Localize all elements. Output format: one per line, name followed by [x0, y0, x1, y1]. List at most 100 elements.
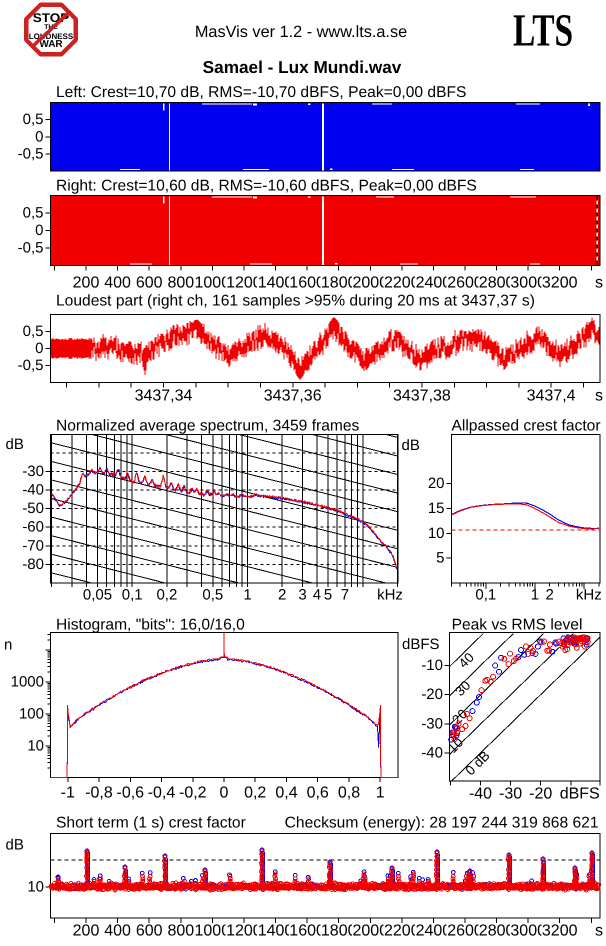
svg-text:600: 600	[136, 923, 163, 940]
svg-text:1800: 1800	[321, 923, 357, 940]
svg-text:0,5: 0,5	[23, 111, 44, 128]
svg-text:400: 400	[104, 275, 131, 292]
svg-text:5: 5	[436, 550, 444, 567]
svg-text:1: 1	[531, 587, 539, 604]
svg-text:2800: 2800	[479, 275, 515, 292]
svg-text:-1: -1	[61, 785, 75, 802]
svg-text:1200: 1200	[226, 923, 262, 940]
svg-text:-10: -10	[421, 657, 443, 674]
svg-text:dBFS: dBFS	[402, 636, 440, 653]
svg-text:2600: 2600	[447, 275, 483, 292]
svg-text:0,4: 0,4	[275, 785, 297, 802]
svg-text:10: 10	[428, 525, 445, 542]
svg-text:0,5: 0,5	[23, 205, 44, 222]
svg-text:-40: -40	[469, 786, 492, 803]
svg-text:WAR: WAR	[39, 39, 63, 50]
svg-text:1000: 1000	[195, 275, 231, 292]
svg-text:0,6: 0,6	[307, 785, 329, 802]
svg-text:Right: Crest=10,60 dB, RMS=-10: Right: Crest=10,60 dB, RMS=-10,60 dBFS, …	[56, 178, 477, 195]
svg-text:Samael - Lux Mundi.wav: Samael - Lux Mundi.wav	[203, 57, 402, 77]
svg-text:2: 2	[546, 587, 554, 604]
svg-text:3200: 3200	[542, 275, 578, 292]
svg-text:-30: -30	[499, 786, 522, 803]
svg-text:-80: -80	[22, 556, 44, 573]
svg-text:10: 10	[27, 878, 44, 895]
svg-text:MasVis ver 1.2 - www.lts.a.se: MasVis ver 1.2 - www.lts.a.se	[195, 23, 407, 41]
svg-text:20: 20	[428, 475, 445, 492]
svg-text:0,5: 0,5	[202, 587, 223, 604]
svg-text:kHz: kHz	[576, 587, 602, 604]
svg-text:Normalized average spectrum, 3: Normalized average spectrum, 3459 frames	[56, 418, 360, 435]
svg-text:0 dB: 0 dB	[462, 748, 492, 778]
svg-text:1600: 1600	[289, 923, 325, 940]
svg-text:3437,38: 3437,38	[393, 388, 451, 405]
svg-text:-0,6: -0,6	[117, 785, 145, 802]
svg-text:-20: -20	[421, 686, 443, 703]
svg-text:Left: Crest=10,70 dB, RMS=-10,: Left: Crest=10,70 dB, RMS=-10,70 dBFS, P…	[56, 84, 466, 101]
svg-text:-50: -50	[22, 500, 44, 517]
svg-text:1000: 1000	[195, 923, 231, 940]
svg-text:0: 0	[220, 785, 229, 802]
svg-text:40: 40	[456, 650, 477, 671]
svg-text:1600: 1600	[289, 275, 325, 292]
svg-text:s: s	[595, 923, 603, 940]
svg-text:-0,8: -0,8	[85, 785, 113, 802]
svg-text:0: 0	[35, 222, 43, 239]
svg-text:0,1: 0,1	[475, 587, 496, 604]
svg-text:7: 7	[341, 587, 349, 604]
svg-text:2600: 2600	[447, 923, 483, 940]
svg-text:2200: 2200	[384, 923, 420, 940]
svg-text:1: 1	[376, 785, 385, 802]
svg-text:3: 3	[298, 587, 306, 604]
svg-text:Allpassed crest factor: Allpassed crest factor	[451, 418, 600, 435]
svg-text:3437,4: 3437,4	[527, 388, 576, 405]
svg-text:dB: dB	[402, 437, 420, 454]
svg-text:s: s	[595, 388, 603, 405]
svg-text:1400: 1400	[258, 275, 294, 292]
svg-text:-0,5: -0,5	[18, 357, 44, 374]
svg-text:-70: -70	[22, 537, 44, 554]
svg-text:4: 4	[313, 587, 321, 604]
svg-text:3000: 3000	[510, 275, 546, 292]
svg-text:3000: 3000	[510, 923, 546, 940]
svg-text:2800: 2800	[479, 923, 515, 940]
svg-text:Short term (1 s) crest factor: Short term (1 s) crest factor	[56, 815, 246, 832]
svg-text:0,2: 0,2	[244, 785, 266, 802]
svg-text:n: n	[4, 637, 12, 654]
svg-text:2200: 2200	[384, 275, 420, 292]
svg-text:-60: -60	[22, 519, 44, 536]
svg-text:0,2: 0,2	[156, 587, 177, 604]
svg-text:3437,36: 3437,36	[264, 388, 322, 405]
svg-text:200: 200	[73, 275, 100, 292]
svg-text:Histogram, "bits": 16,0/16,0: Histogram, "bits": 16,0/16,0	[56, 617, 245, 634]
svg-text:2: 2	[278, 587, 286, 604]
svg-text:dB: dB	[6, 436, 24, 453]
svg-text:-20: -20	[529, 786, 552, 803]
svg-text:1400: 1400	[258, 923, 294, 940]
svg-text:1: 1	[243, 587, 251, 604]
svg-text:-0,4: -0,4	[148, 785, 176, 802]
svg-text:400: 400	[104, 923, 131, 940]
svg-text:kHz: kHz	[377, 587, 403, 604]
svg-text:-0,2: -0,2	[179, 785, 207, 802]
svg-text:3200: 3200	[542, 923, 578, 940]
svg-text:2000: 2000	[353, 275, 389, 292]
svg-text:Loudest part (right ch, 161 sa: Loudest part (right ch, 161 samples >95%…	[56, 293, 535, 310]
svg-text:s: s	[595, 275, 603, 292]
svg-text:-30: -30	[22, 463, 44, 480]
svg-text:10: 10	[27, 737, 44, 754]
svg-text:0,8: 0,8	[338, 785, 360, 802]
svg-text:100: 100	[19, 705, 44, 722]
svg-text:1800: 1800	[321, 275, 357, 292]
svg-text:0: 0	[35, 340, 43, 357]
svg-text:800: 800	[167, 923, 194, 940]
svg-text:LOUDNESS: LOUDNESS	[29, 32, 74, 41]
svg-text:Checksum (energy): 28 197 244: Checksum (energy): 28 197 244 319 868 62…	[285, 815, 599, 832]
svg-text:5: 5	[324, 587, 332, 604]
svg-text:800: 800	[167, 275, 194, 292]
svg-text:0,5: 0,5	[23, 323, 44, 340]
svg-text:1000: 1000	[11, 673, 44, 690]
svg-text:0,05: 0,05	[83, 587, 112, 604]
svg-text:-0,5: -0,5	[18, 240, 44, 257]
svg-text:-0,5: -0,5	[18, 145, 44, 162]
